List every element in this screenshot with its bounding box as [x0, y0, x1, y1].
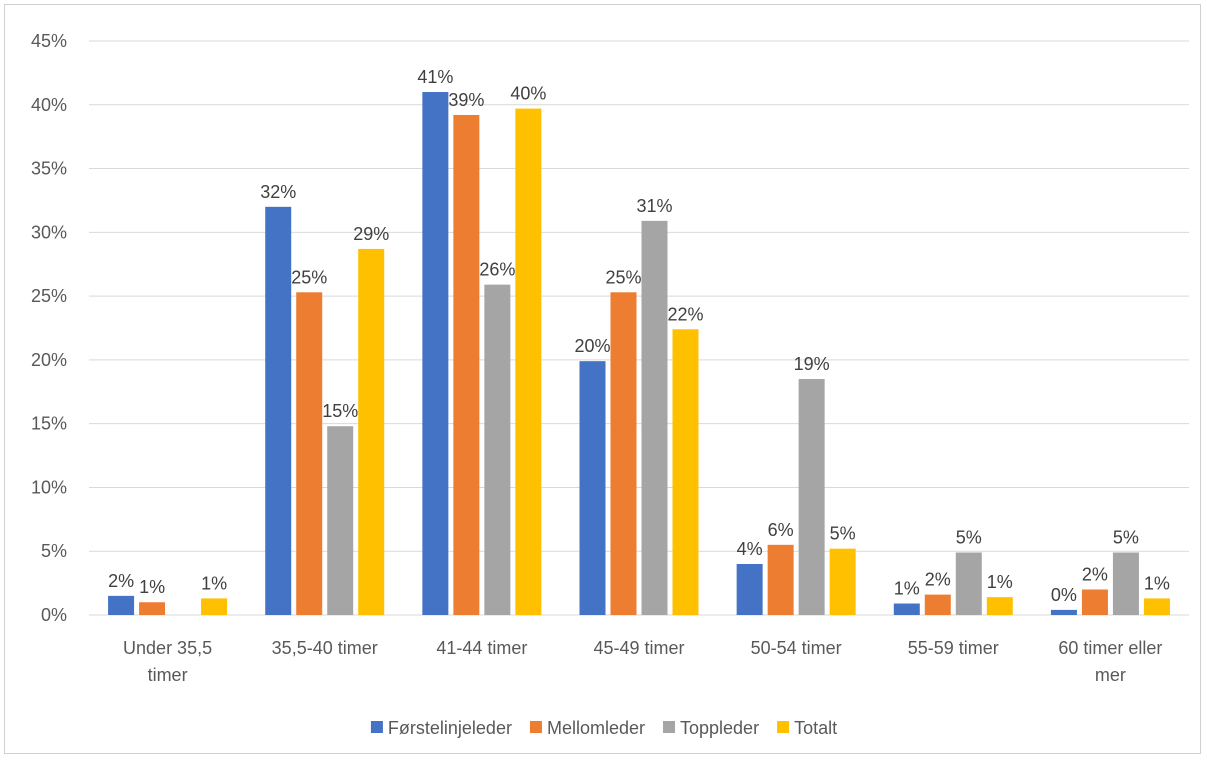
legend: Førstelinjeleder Mellomleder Toppleder Tota… — [370, 718, 837, 738]
x-axis-tick-labels: Under 35,5 timer 35,5-40 timer 41-44 timer 4… — [123, 638, 1162, 685]
x-tick-label: 55-59 timer — [908, 638, 999, 658]
data-label: 1% — [139, 577, 165, 597]
bar — [579, 361, 606, 615]
y-tick-label: 0% — [41, 605, 67, 625]
bar — [139, 602, 166, 615]
data-label: 32% — [260, 182, 296, 202]
y-tick-label: 30% — [31, 222, 67, 242]
data-label: 1% — [201, 573, 227, 593]
legend-swatch — [663, 721, 675, 733]
x-tick-label: 35,5-40 timer — [272, 638, 378, 658]
y-tick-label: 40% — [31, 95, 67, 115]
bar — [829, 548, 856, 615]
bar — [358, 248, 385, 615]
bar — [610, 292, 637, 615]
bar — [893, 603, 920, 615]
legend-swatch — [777, 721, 790, 733]
data-label: 31% — [636, 196, 672, 216]
bar — [422, 92, 449, 616]
bar — [484, 284, 511, 615]
data-labels: 2% 32% 41% 20% 4% 1% 0% 1% 25% 39% 25% 6% 2% 2% 15% 26%… — [108, 67, 1170, 605]
bar — [296, 292, 323, 615]
bar — [736, 563, 763, 615]
data-label: 20% — [574, 336, 610, 356]
legend-label: Toppleder — [680, 718, 759, 738]
bar — [955, 552, 982, 615]
data-label: 39% — [448, 90, 484, 110]
bar — [767, 544, 794, 615]
data-label: 1% — [1144, 573, 1170, 593]
gridlines — [89, 40, 1189, 616]
bar — [672, 329, 699, 615]
x-tick-label: Under 35,5 — [123, 638, 212, 658]
data-label: 29% — [353, 224, 389, 244]
data-label: 6% — [768, 520, 794, 540]
data-label: 1% — [894, 579, 920, 599]
legend-label: Mellomleder — [547, 718, 645, 738]
bar — [1112, 552, 1139, 615]
y-axis-tick-labels: 0% 5% 10% 15% 20% 25% 30% 35% 40% 45% — [31, 31, 67, 625]
bar — [1143, 598, 1170, 615]
bar — [1050, 609, 1077, 615]
bars — [108, 92, 1170, 616]
data-label: 15% — [322, 401, 358, 421]
data-label: 25% — [605, 267, 641, 287]
bar — [453, 114, 480, 615]
data-label: 41% — [417, 67, 453, 87]
y-tick-label: 10% — [31, 477, 67, 497]
bar — [327, 426, 354, 615]
legend-swatch — [370, 721, 383, 733]
x-tick-label: 60 timer eller — [1058, 638, 1162, 658]
bar — [108, 595, 135, 615]
bar — [798, 379, 825, 615]
y-tick-label: 20% — [31, 350, 67, 370]
data-label: 2% — [108, 571, 134, 591]
bar — [515, 108, 542, 616]
y-tick-label: 45% — [31, 31, 67, 51]
x-tick-label: timer — [148, 665, 188, 685]
bar — [1081, 589, 1108, 615]
data-label: 5% — [956, 527, 982, 547]
y-tick-label: 25% — [31, 286, 67, 306]
data-label: 22% — [667, 304, 703, 324]
data-label: 4% — [737, 539, 763, 559]
legend-swatch — [529, 721, 542, 733]
bar — [641, 220, 668, 615]
y-tick-label: 5% — [41, 541, 67, 561]
bar — [986, 597, 1013, 615]
legend-label: Førstelinjeleder — [388, 718, 512, 738]
data-label: 26% — [479, 260, 515, 280]
data-label: 5% — [830, 524, 856, 544]
bar — [201, 598, 228, 615]
data-label: 40% — [510, 84, 546, 104]
bar — [924, 594, 951, 615]
data-label: 2% — [925, 570, 951, 590]
data-label: 0% — [1051, 585, 1077, 605]
x-tick-label: 50-54 timer — [751, 638, 842, 658]
legend-label: Totalt — [794, 718, 837, 738]
data-label: 25% — [291, 267, 327, 287]
y-tick-label: 15% — [31, 414, 67, 434]
bar — [265, 206, 292, 616]
x-tick-label: 41-44 timer — [436, 638, 527, 658]
x-tick-label: 45-49 timer — [593, 638, 684, 658]
x-tick-label: mer — [1095, 665, 1126, 685]
y-tick-label: 35% — [31, 159, 67, 179]
data-label: 19% — [794, 354, 830, 374]
data-label: 1% — [987, 572, 1013, 592]
data-label: 2% — [1082, 564, 1108, 584]
data-label: 5% — [1113, 527, 1139, 547]
